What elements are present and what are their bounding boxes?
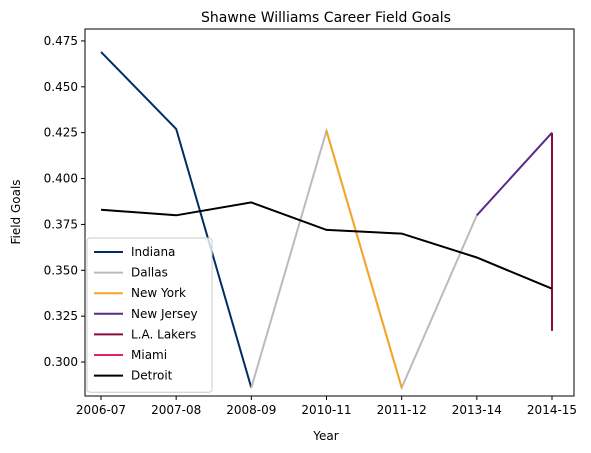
y-axis: 0.300 0.325 0.350 0.375 0.400 0.425 0.450 0.475 <box>44 34 85 369</box>
y-tick-label: 0.300 <box>44 355 78 369</box>
x-tick-label: 2013-14 <box>452 403 502 417</box>
x-axis-label: Year <box>312 429 338 443</box>
legend-label-new-jersey: New Jersey <box>131 307 198 321</box>
x-axis: 2006-07 2007-08 2008-09 2010-11 2011-12 2013-… <box>76 396 577 417</box>
x-tick-label: 2006-07 <box>76 403 126 417</box>
series-line-new-york <box>325 130 403 388</box>
x-tick-label: 2010-11 <box>301 403 351 417</box>
x-tick-label: 2008-09 <box>226 403 276 417</box>
x-tick-label: 2007-08 <box>151 403 201 417</box>
legend-label-detroit: Detroit <box>131 369 173 383</box>
chart-title: Shawne Williams Career Field Goals <box>201 10 451 26</box>
x-tick-label: 2011-12 <box>377 403 427 417</box>
y-tick-label: 0.400 <box>44 172 78 186</box>
legend-label-indiana: Indiana <box>131 245 175 259</box>
y-tick-label: 0.475 <box>44 34 78 48</box>
series-line-detroit <box>100 201 553 290</box>
y-axis-label: Field Goals <box>9 179 23 244</box>
plot-frame <box>84 28 575 397</box>
series-line-new-jersey <box>476 132 553 216</box>
legend: Indiana Dallas New York New Jersey L.A. Lake… <box>86 237 213 393</box>
y-tick-label: 0.425 <box>44 126 78 140</box>
y-tick-label: 0.350 <box>44 263 78 277</box>
y-tick-label: 0.325 <box>44 309 78 323</box>
legend-label-miami: Miami <box>131 348 167 362</box>
legend-box <box>86 237 213 393</box>
series-line-indiana <box>100 51 253 388</box>
x-tick-label: 2014-15 <box>527 403 577 417</box>
y-tick-label: 0.450 <box>44 80 78 94</box>
legend-label-l-a-lakers: L.A. Lakers <box>131 327 196 341</box>
legend-label-dallas: Dallas <box>131 266 168 280</box>
plot-area <box>100 51 553 391</box>
y-tick-label: 0.375 <box>44 217 78 231</box>
legend-label-new-york: New York <box>131 286 186 300</box>
